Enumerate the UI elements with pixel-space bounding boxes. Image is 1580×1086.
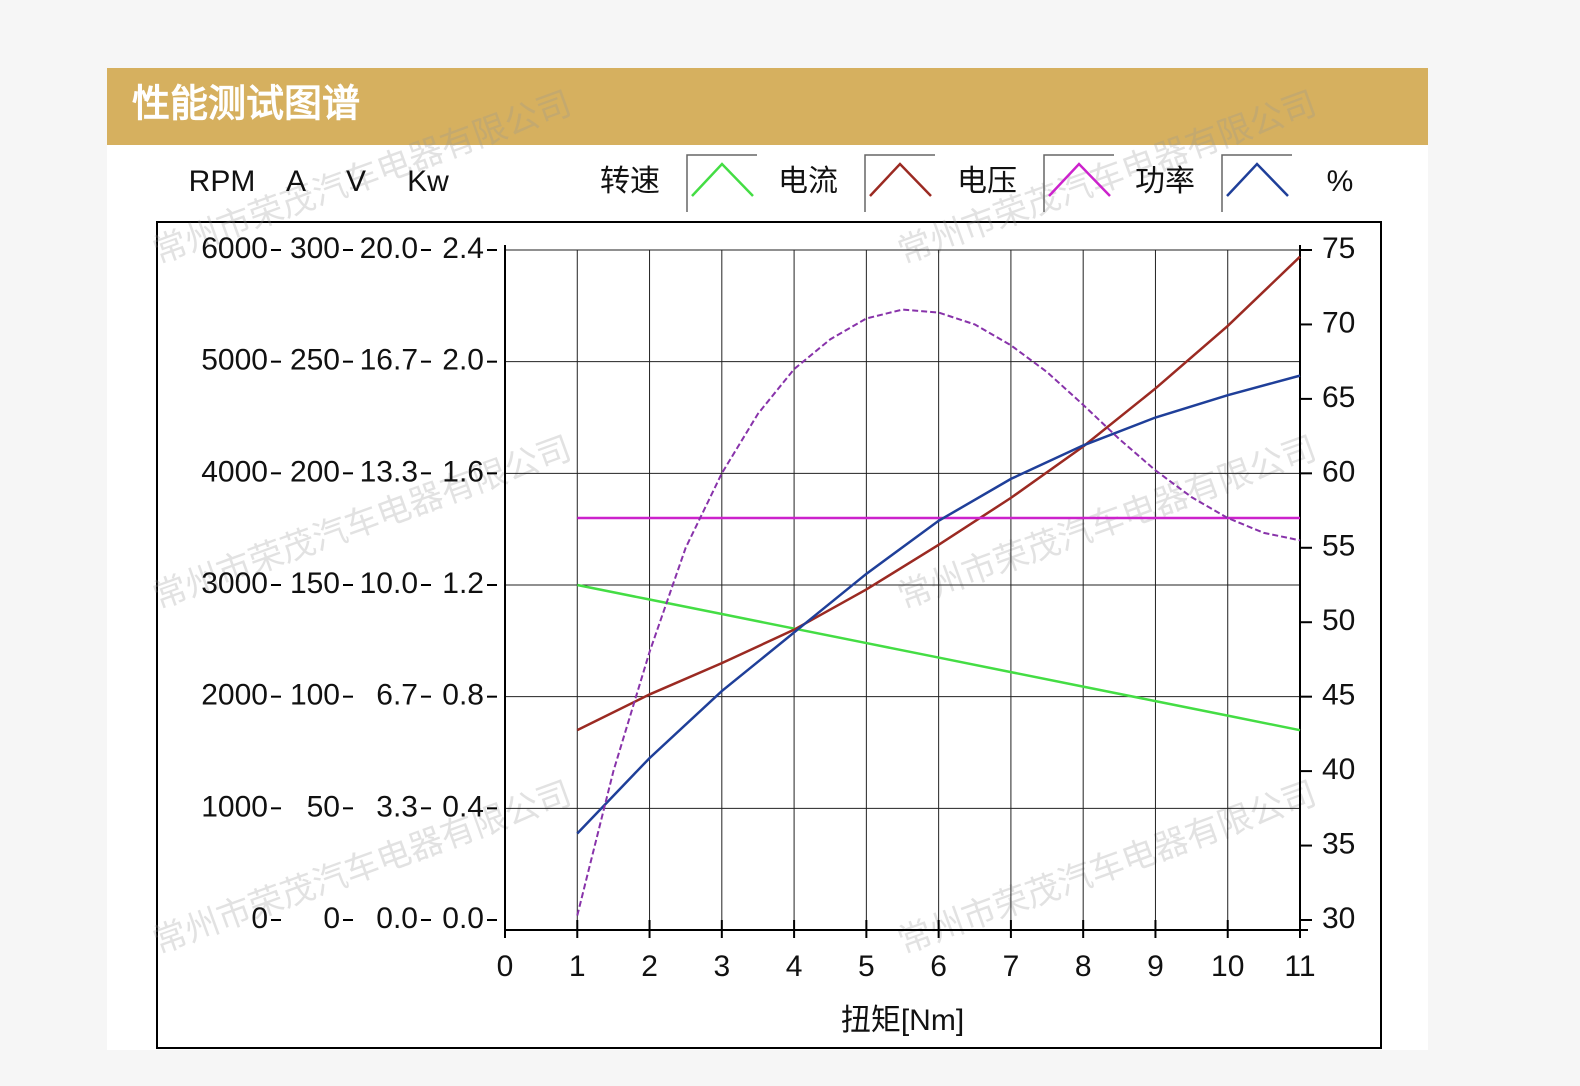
y-axis-title: A: [286, 165, 306, 198]
y-axis-title: V: [346, 165, 366, 198]
y-tick-label: 1.6: [442, 455, 484, 488]
x-tick-label: 7: [1003, 950, 1020, 983]
y-tick-label: 6000: [201, 232, 268, 265]
y-tick-label: 0.0: [376, 902, 418, 935]
y-axis-title: RPM: [189, 165, 256, 198]
x-tick-label: 5: [858, 950, 875, 983]
y-tick-label: 10.0: [360, 567, 418, 600]
legend-label: 功率: [1135, 165, 1195, 198]
y-tick-label: 2000: [201, 679, 268, 712]
legend-frame: [1221, 154, 1292, 212]
y2-tick-label: 35: [1322, 827, 1355, 860]
y2-tick-label: 55: [1322, 530, 1355, 563]
x-tick-label: 8: [1075, 950, 1092, 983]
chart-frame: [156, 221, 1382, 1049]
y-tick-label: 0.8: [442, 679, 484, 712]
x-tick-label: 4: [786, 950, 803, 983]
x-tick-label: 0: [497, 950, 514, 983]
y-tick-label: 50: [307, 790, 340, 823]
x-tick-label: 10: [1211, 950, 1244, 983]
y-tick-label: 0.4: [442, 790, 484, 823]
x-tick-label: 9: [1147, 950, 1164, 983]
header-bar: [107, 68, 1428, 145]
y-tick-label: 3.3: [376, 790, 418, 823]
y2-axis-title: %: [1327, 165, 1354, 198]
x-tick-label: 3: [713, 950, 730, 983]
y2-tick-label: 65: [1322, 381, 1355, 414]
y-tick-label: 300: [290, 232, 340, 265]
y-tick-label: 6.7: [376, 679, 418, 712]
y-tick-label: 1000: [201, 790, 268, 823]
y2-tick-label: 45: [1322, 679, 1355, 712]
legend-label: 电流: [778, 165, 838, 198]
y-axis-title: Kw: [407, 165, 449, 198]
y2-tick-label: 50: [1322, 604, 1355, 637]
x-axis-title: 扭矩[Nm]: [841, 1004, 964, 1037]
y-tick-label: 2.0: [442, 344, 484, 377]
y-tick-label: 250: [290, 344, 340, 377]
y-tick-label: 150: [290, 567, 340, 600]
series-line: [576, 308, 1301, 916]
legend-frame: [1043, 154, 1114, 212]
y-tick-label: 0.0: [442, 902, 484, 935]
y2-tick-label: 70: [1322, 306, 1355, 339]
legend-swatch: [691, 162, 754, 197]
legend-swatch: [1226, 162, 1289, 197]
legend-label: 转速: [600, 165, 660, 198]
y-tick-label: 1.2: [442, 567, 484, 600]
panel: [107, 145, 1428, 1050]
x-tick-label: 11: [1284, 950, 1315, 983]
y-tick-label: 5000: [201, 344, 268, 377]
y-tick-label: 20.0: [360, 232, 418, 265]
y-tick-label: 4000: [201, 455, 268, 488]
y-tick-label: 16.7: [360, 344, 418, 377]
y2-tick-label: 30: [1322, 902, 1355, 935]
x-tick-label: 6: [930, 950, 947, 983]
x-tick-label: 2: [641, 950, 658, 983]
legend-frame: [686, 154, 757, 212]
x-tick-label: 1: [569, 950, 586, 983]
y2-tick-label: 75: [1322, 232, 1355, 265]
y-tick-label: 13.3: [360, 455, 418, 488]
legend-label: 电压: [957, 165, 1017, 198]
legend-swatch: [869, 162, 932, 197]
y2-tick-label: 60: [1322, 455, 1355, 488]
y-tick-label: 100: [290, 679, 340, 712]
series-line: [576, 255, 1301, 732]
series-line: [577, 583, 1301, 732]
header-title: 性能测试图谱: [132, 82, 360, 126]
legend-swatch: [1048, 162, 1111, 197]
y-tick-label: 0: [251, 902, 268, 935]
y-tick-label: 3000: [201, 567, 268, 600]
y-tick-label: 2.4: [442, 232, 484, 265]
series-line: [576, 374, 1301, 835]
y2-tick-label: 40: [1322, 753, 1355, 786]
y-tick-label: 200: [290, 455, 340, 488]
legend-frame: [864, 154, 935, 212]
y-tick-label: 0: [323, 902, 340, 935]
